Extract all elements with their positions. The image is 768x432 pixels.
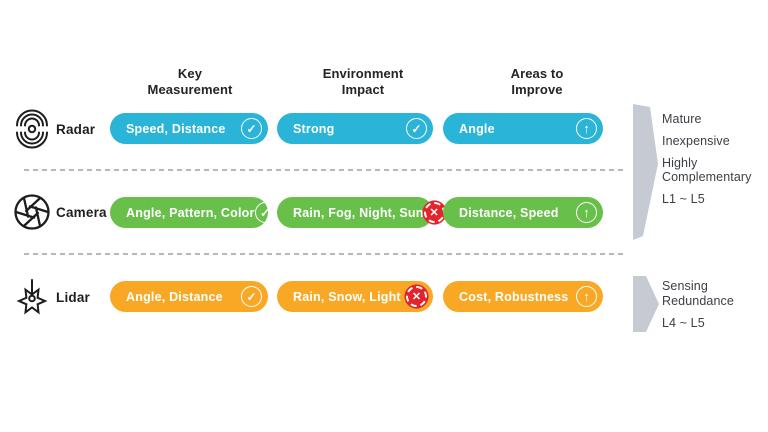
pill-camera-areas-to-improve: Distance, Speed ↑	[443, 197, 603, 228]
check-icon: ✓	[241, 286, 262, 307]
radar-icon	[12, 109, 52, 149]
pill-camera-environment-impact: Rain, Fog, Night, Sun ✕	[277, 197, 445, 228]
arrow-up-icon: ↑	[576, 118, 597, 139]
pill-text: Angle, Pattern, Color	[126, 205, 255, 220]
lidar-burst-icon	[12, 277, 52, 317]
pill-radar-key-measurement: Speed, Distance ✓	[110, 113, 268, 144]
note-lidar: Sensing Redundance L4 ~ L5	[662, 279, 768, 337]
pill-text: Angle, Distance	[126, 289, 223, 304]
column-header-key-measurement: Key Measurement	[147, 66, 233, 98]
pill-text: Cost, Robustness	[459, 289, 569, 304]
check-icon: ✓	[406, 118, 427, 139]
column-header-areas-to-improve: Areas to Improve	[510, 66, 564, 98]
note-item: Highly Complementary	[662, 155, 752, 185]
arrow-up-icon: ↑	[576, 202, 597, 223]
row-label-lidar: Lidar	[56, 289, 91, 305]
check-icon: ✓	[254, 202, 276, 223]
pill-radar-areas-to-improve: Angle ↑	[443, 113, 603, 144]
row-label-camera: Camera	[56, 204, 107, 220]
pill-radar-environment-impact: Strong ✓	[277, 113, 433, 144]
note-item: Inexpensive	[662, 133, 730, 148]
check-icon: ✓	[241, 118, 262, 139]
note-item: Mature	[662, 112, 702, 126]
pill-text: Strong	[293, 121, 335, 136]
row-label-radar: Radar	[56, 121, 96, 137]
bracket-lidar	[633, 276, 659, 332]
pill-camera-key-measurement: Angle, Pattern, Color ✓	[110, 197, 276, 228]
camera-aperture-icon	[12, 192, 52, 232]
pill-lidar-key-measurement: Angle, Distance ✓	[110, 281, 268, 312]
pill-lidar-areas-to-improve: Cost, Robustness ↑	[443, 281, 603, 312]
pill-text: Speed, Distance	[126, 121, 226, 136]
note-item: L4 ~ L5	[662, 315, 705, 330]
arrow-up-icon: ↑	[576, 286, 597, 307]
row-separator	[24, 169, 624, 171]
note-item: Sensing Redundance	[662, 279, 734, 308]
note-radar-camera: Mature Inexpensive Highly Complementary …	[662, 112, 768, 214]
pill-text: Angle	[459, 121, 495, 136]
cross-icon: ✕	[406, 286, 427, 307]
pill-text: Rain, Snow, Light	[293, 289, 401, 304]
note-item: L1 ~ L5	[662, 192, 705, 206]
row-separator	[24, 253, 624, 255]
bracket-radar-camera	[633, 104, 659, 240]
cross-icon: ✕	[423, 202, 445, 223]
pill-lidar-environment-impact: Rain, Snow, Light ✕	[277, 281, 433, 312]
pill-text: Distance, Speed	[459, 205, 559, 220]
pill-text: Rain, Fog, Night, Sun	[293, 205, 424, 220]
column-header-environment-impact: Environment Impact	[322, 66, 404, 98]
